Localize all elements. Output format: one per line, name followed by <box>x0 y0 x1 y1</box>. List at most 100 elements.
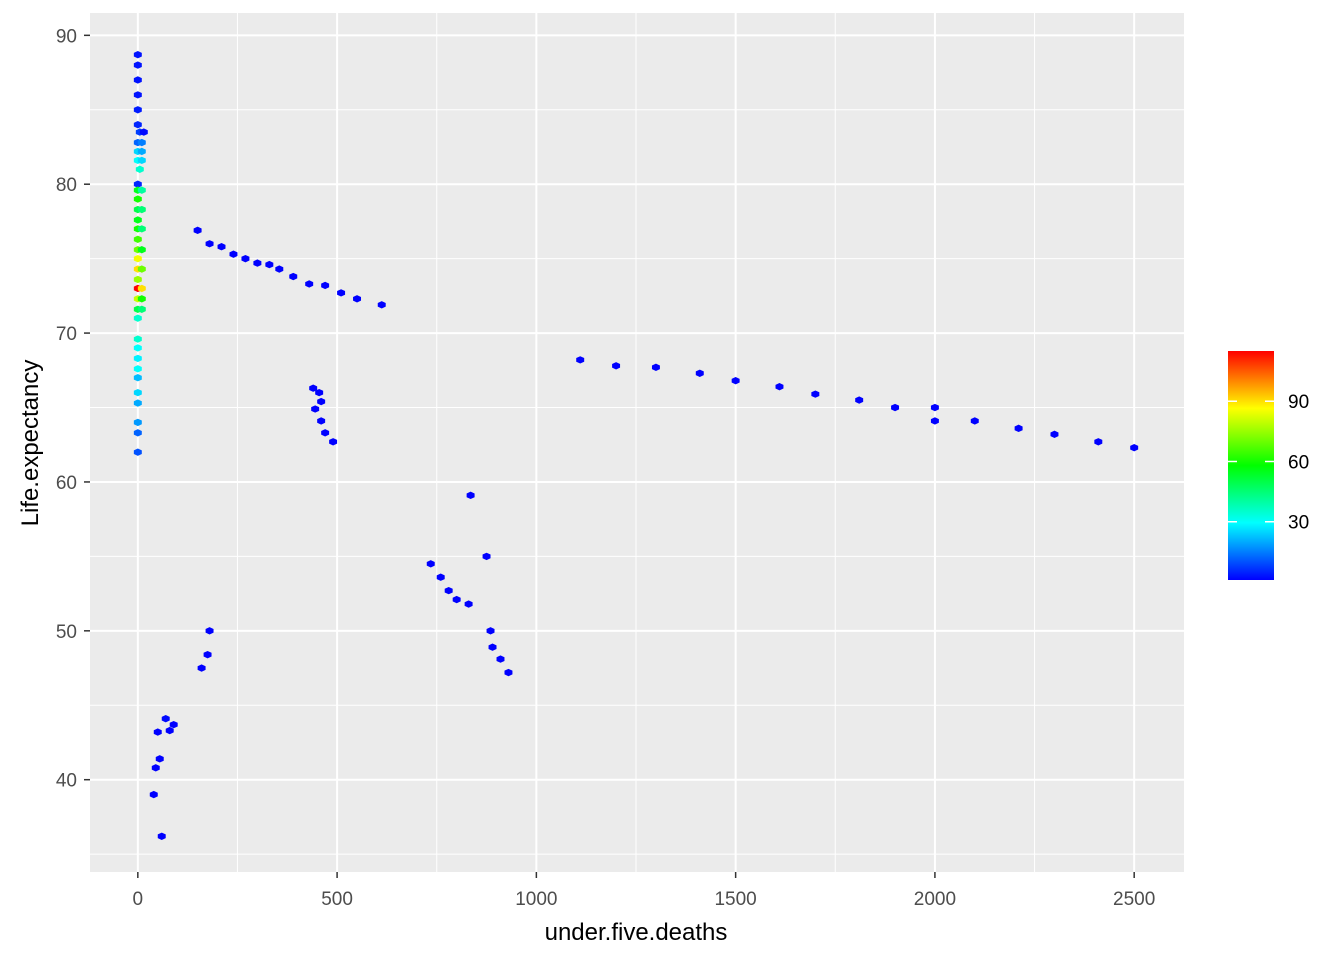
hex-cell <box>133 180 142 188</box>
hex-cell <box>133 275 142 284</box>
legend-tick-label: 30 <box>1288 513 1309 534</box>
hex-cell <box>137 225 146 233</box>
hex-cell <box>203 650 212 659</box>
hex-cell <box>486 627 495 635</box>
hex-cell <box>253 259 262 267</box>
hex-cell <box>133 91 142 99</box>
hex-cell <box>426 560 435 568</box>
hex-cell <box>452 595 461 604</box>
hex-cell <box>1014 424 1023 433</box>
hex-cell <box>133 51 142 59</box>
hex-cell <box>193 226 202 235</box>
hex-cell <box>1050 430 1059 438</box>
hex-cell <box>133 314 142 322</box>
x-tick-label: 0 <box>133 889 144 910</box>
hex-cell <box>133 399 142 407</box>
hex-cell <box>1094 438 1103 446</box>
plot-panel <box>90 13 1184 872</box>
y-axis-title: Life.expectancy <box>17 360 44 527</box>
hex-cell <box>504 668 513 677</box>
legend-tick-label: 60 <box>1288 452 1309 473</box>
hex-cell <box>137 138 146 147</box>
hex-cell <box>139 128 148 136</box>
hex-cell <box>464 600 473 608</box>
hex-cell <box>466 491 475 500</box>
y-tick-label: 40 <box>56 771 77 792</box>
hex-cell <box>169 720 178 729</box>
hex-cell <box>377 301 386 309</box>
hex-cell <box>133 120 142 129</box>
hex-cell <box>311 405 320 413</box>
y-tick-label: 80 <box>56 175 77 196</box>
hex-cell <box>241 254 250 263</box>
hex-cell <box>275 265 284 273</box>
axes: 0 500 1000 1500 2000 2500 40 50 60 70 80 90 <box>56 26 1155 910</box>
hex-cell <box>436 573 445 581</box>
hex-cell <box>317 397 326 406</box>
color-legend: 30 60 90 <box>1228 351 1309 580</box>
hex-cell <box>321 281 330 290</box>
hex-cell <box>137 284 146 293</box>
y-tick-label: 50 <box>56 622 77 643</box>
hex-cell <box>775 382 784 391</box>
hex-cell <box>133 365 142 373</box>
x-tick-label: 2500 <box>1113 889 1155 910</box>
hex-cell <box>165 726 174 735</box>
hex-cell <box>891 403 900 412</box>
hex-cell <box>133 418 142 427</box>
hex-cell <box>133 388 142 397</box>
hex-cell <box>205 627 214 635</box>
hex-cell <box>137 205 146 214</box>
hex-cell <box>970 417 979 425</box>
y-tick-label: 60 <box>56 473 77 494</box>
hex-cell <box>133 76 142 84</box>
hex-cell <box>930 403 939 412</box>
hex-cell <box>133 448 142 456</box>
hex-cell <box>137 295 146 303</box>
hex-cell <box>133 235 142 243</box>
hex-cell <box>337 289 346 297</box>
hex-cell <box>133 429 142 437</box>
x-tick-label: 1500 <box>714 889 756 910</box>
hex-cell <box>135 165 144 173</box>
hex-cell <box>229 250 238 258</box>
hex-cell <box>315 388 324 397</box>
hex-cell <box>731 377 740 385</box>
hex-cell <box>482 552 491 561</box>
hex-cell <box>137 305 146 313</box>
hex-cell <box>197 664 206 672</box>
hex-cell <box>321 429 330 437</box>
x-tick-label: 500 <box>321 889 353 910</box>
hex-cell <box>1130 444 1139 452</box>
hex-cell <box>151 764 160 772</box>
hex-cell <box>289 272 298 281</box>
hex-cell <box>353 295 362 303</box>
hex-cell <box>265 260 274 269</box>
hex-cell <box>576 356 585 364</box>
x-axis-title: under.five.deaths <box>545 919 728 946</box>
y-tick-label: 90 <box>56 26 77 47</box>
hex-cell <box>930 417 939 425</box>
hex-cell <box>157 832 166 840</box>
x-tick-label: 1000 <box>515 889 557 910</box>
hex-cell <box>133 106 142 114</box>
hex-cell <box>488 643 497 651</box>
hex-cell <box>133 216 142 224</box>
hex-cell <box>155 755 164 763</box>
hex-cell <box>149 790 158 799</box>
hex-cell <box>137 156 146 165</box>
hex-cell <box>695 369 704 377</box>
legend-colorbar <box>1228 351 1274 580</box>
hex-cell <box>133 195 142 203</box>
hex-cell <box>811 390 820 398</box>
hex-cell <box>309 384 318 392</box>
hex-cell <box>317 417 326 425</box>
hex-cell <box>329 438 338 446</box>
hex-cell <box>612 362 621 370</box>
hex-cell <box>137 186 146 194</box>
hex-cell <box>137 246 146 254</box>
x-tick-label: 2000 <box>914 889 956 910</box>
hex-cell <box>217 243 226 251</box>
